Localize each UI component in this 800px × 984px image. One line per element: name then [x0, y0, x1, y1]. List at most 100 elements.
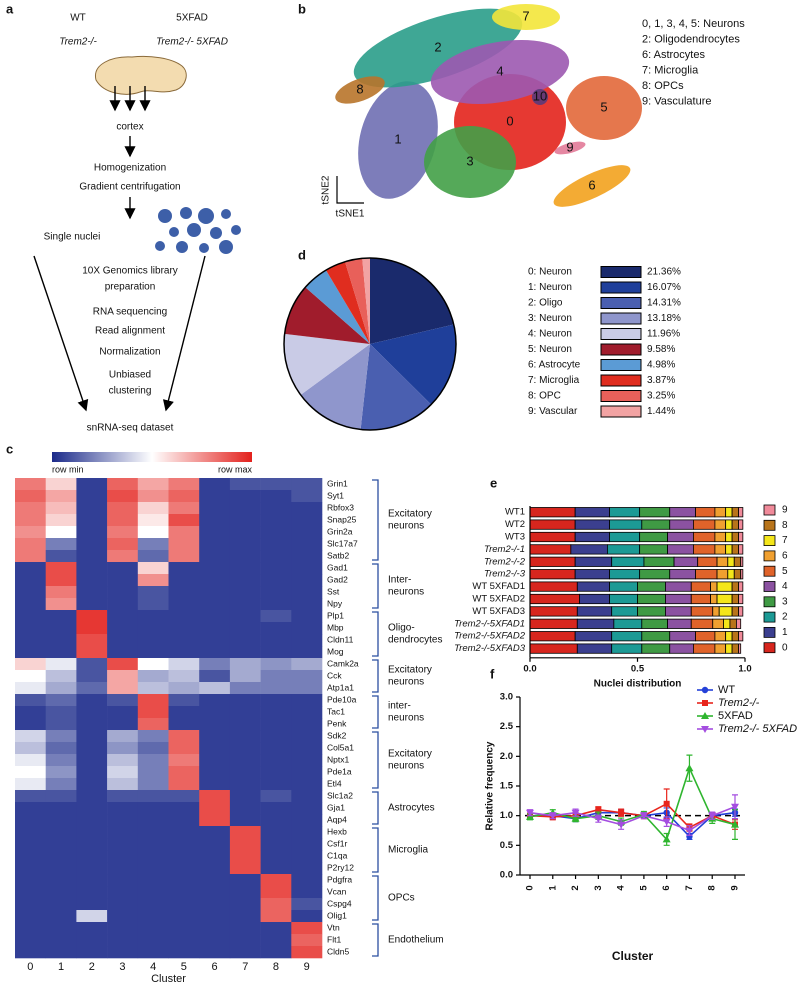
y-tick-label: WT 5XFAD2 — [472, 594, 525, 605]
group-bracket — [372, 611, 379, 657]
bar-segment — [574, 631, 613, 642]
x-tick-label: 9 — [304, 961, 310, 973]
heatmap-cell — [229, 670, 261, 683]
heatmap-cell — [45, 550, 77, 563]
bar-segment — [714, 544, 727, 555]
heatmap-cell — [291, 778, 323, 791]
heatmap-cell — [137, 922, 169, 935]
gene-label: Etl4 — [327, 778, 342, 788]
pie-slice — [370, 258, 454, 344]
group-bracket — [372, 791, 379, 825]
heatmap-cell — [15, 610, 46, 623]
value-label: 13.18% — [647, 313, 681, 324]
heatmap-cell — [107, 814, 139, 827]
heatmap-cell — [76, 478, 108, 491]
cluster-label: 6 — [588, 177, 595, 192]
pie-slice — [370, 324, 456, 405]
heatmap-cell — [199, 934, 231, 947]
heatmap-cell — [168, 658, 200, 671]
value-label: 21.36% — [647, 267, 681, 278]
bar-segment — [611, 643, 643, 654]
bar-segment — [695, 569, 718, 580]
bar-segment — [716, 593, 733, 605]
group-bracket — [372, 827, 379, 873]
bar-segment — [669, 569, 696, 580]
heatmap-cell — [137, 814, 169, 827]
heatmap-cell — [168, 778, 200, 791]
heatmap-cell — [45, 886, 77, 899]
heatmap-cell — [15, 838, 46, 851]
step-label: preparation — [105, 282, 156, 293]
heatmap-cell — [229, 862, 261, 875]
heatmap-cell — [199, 514, 231, 527]
heatmap-cell — [291, 922, 323, 935]
tsne-cluster — [424, 126, 516, 198]
group-label: Inter- — [388, 575, 411, 586]
heatmap-cell — [76, 682, 108, 695]
heatmap-cell — [15, 562, 46, 575]
heatmap-cell — [45, 526, 77, 539]
panel-label: d — [298, 247, 306, 262]
x-tick-label: 2 — [570, 885, 581, 890]
y-tick-label: Trem2-/-5XFAD2 — [454, 631, 526, 642]
legend-label: Trem2-/- — [718, 697, 760, 709]
heatmap-cell — [15, 790, 46, 803]
bar-segment — [574, 531, 610, 543]
heatmap-cell — [229, 718, 261, 731]
heatmap-cell — [199, 646, 231, 659]
heatmap-cell — [15, 670, 46, 683]
legend-swatch — [600, 343, 642, 356]
heatmap-cell — [291, 538, 323, 551]
heatmap-cell — [168, 898, 200, 911]
heatmap-cell — [76, 550, 108, 563]
bar-segment — [529, 544, 572, 555]
heatmap-cell — [15, 946, 46, 959]
bar-segment — [714, 643, 727, 654]
x-tick-label: 6 — [211, 961, 217, 973]
x-tick-label: 5 — [181, 961, 187, 973]
bar-segment — [690, 581, 712, 592]
marker — [685, 827, 694, 835]
bar-segment — [669, 519, 694, 530]
heatmap-cell — [107, 730, 139, 743]
bar-segment — [710, 581, 718, 592]
panel-label: b — [298, 1, 306, 16]
heatmap-cell — [199, 850, 231, 863]
heatmap-cell — [229, 646, 261, 659]
gene-label: Penk — [327, 718, 347, 728]
bar-segment — [669, 643, 694, 654]
heatmap-cell — [199, 778, 231, 791]
brain-icon — [95, 55, 187, 95]
heatmap-cell — [76, 574, 108, 587]
bar-segment — [690, 618, 714, 629]
heatmap-cell — [107, 766, 139, 779]
heatmap-cell — [137, 574, 169, 587]
step-label: Homogenization — [94, 163, 166, 174]
heatmap-cell — [107, 634, 139, 647]
heatmap-cell — [137, 898, 169, 911]
heatmap-cell — [199, 742, 231, 755]
heatmap-cell — [45, 898, 77, 911]
x-tick-label: 8 — [273, 961, 279, 973]
heatmap-cell — [107, 658, 139, 671]
heatmap-cell — [76, 814, 108, 827]
heatmap-cell — [199, 634, 231, 647]
heatmap-cell — [199, 598, 231, 611]
heatmap-cell — [137, 838, 169, 851]
heatmap-cell — [76, 538, 108, 551]
bar-segment — [690, 593, 712, 605]
heatmap-cell — [45, 742, 77, 755]
heatmap-cell — [76, 850, 108, 863]
legend-swatch — [600, 374, 642, 387]
marker — [702, 700, 708, 706]
y-tick-label: 1.0 — [500, 810, 513, 821]
legend-label: WT — [718, 684, 735, 696]
heatmap-cell — [229, 502, 261, 515]
legend-label: 6: Astrocytes — [642, 49, 705, 61]
gene-label: Rbfox3 — [327, 502, 354, 512]
heatmap-cell — [137, 622, 169, 635]
heatmap-cell — [291, 802, 323, 815]
genotype-label: WT — [70, 13, 86, 24]
heatmap-cell — [229, 706, 261, 719]
step-label: Single nuclei — [44, 232, 101, 243]
